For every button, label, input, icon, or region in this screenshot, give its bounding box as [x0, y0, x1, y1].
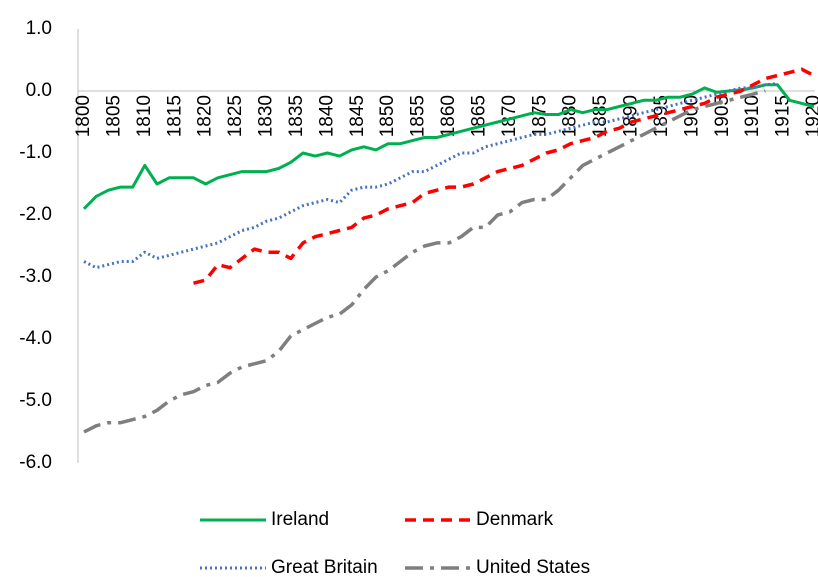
x-tick-label: 1900	[681, 95, 702, 137]
x-tick-label: 1800	[73, 95, 94, 137]
legend-label: Ireland	[271, 509, 329, 530]
x-tick-label: 1855	[408, 95, 429, 137]
y-tick-label: -5.0	[19, 390, 52, 411]
legend-label: Denmark	[476, 509, 554, 530]
x-tick-label: 1815	[164, 95, 185, 137]
y-tick-label: 0.0	[26, 80, 52, 101]
x-tick-label: 1920	[803, 95, 818, 137]
legend-label: United States	[476, 557, 590, 577]
x-tick-label: 1865	[468, 95, 489, 137]
y-tick-label: -6.0	[19, 452, 52, 473]
y-tick-label: -4.0	[19, 328, 52, 349]
y-tick-label: -1.0	[19, 142, 52, 163]
series-line	[193, 67, 815, 285]
x-tick-label: 1825	[225, 95, 246, 137]
y-tick-label: -2.0	[19, 204, 52, 225]
x-tick-label: 1875	[529, 95, 550, 137]
x-tick-label: 1830	[256, 95, 277, 137]
y-tick-label: -3.0	[19, 266, 52, 287]
y-tick-label: 1.0	[26, 18, 52, 39]
series-line	[83, 89, 766, 434]
x-tick-label: 1860	[438, 95, 459, 137]
x-tick-label: 1845	[347, 95, 368, 137]
x-tick-label: 1870	[499, 95, 520, 137]
x-tick-label: 1915	[773, 95, 794, 137]
x-tick-label: 1905	[712, 95, 733, 137]
x-tick-label: 1805	[103, 95, 124, 137]
x-tick-label: 1850	[377, 95, 398, 137]
series-line	[83, 82, 778, 270]
x-tick-label: 1910	[742, 95, 763, 137]
legend-label: Great Britain	[271, 557, 378, 577]
x-tick-label: 1810	[134, 95, 155, 137]
x-tick-label: 1820	[195, 95, 216, 137]
x-tick-label: 1880	[560, 95, 581, 137]
x-tick-label: 1885	[590, 95, 611, 137]
x-tick-label: 1840	[316, 95, 337, 137]
x-tick-label: 1835	[286, 95, 307, 137]
series-line	[82, 83, 815, 210]
